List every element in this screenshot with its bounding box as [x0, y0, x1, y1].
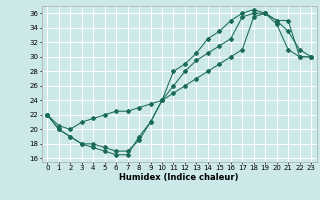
X-axis label: Humidex (Indice chaleur): Humidex (Indice chaleur): [119, 173, 239, 182]
